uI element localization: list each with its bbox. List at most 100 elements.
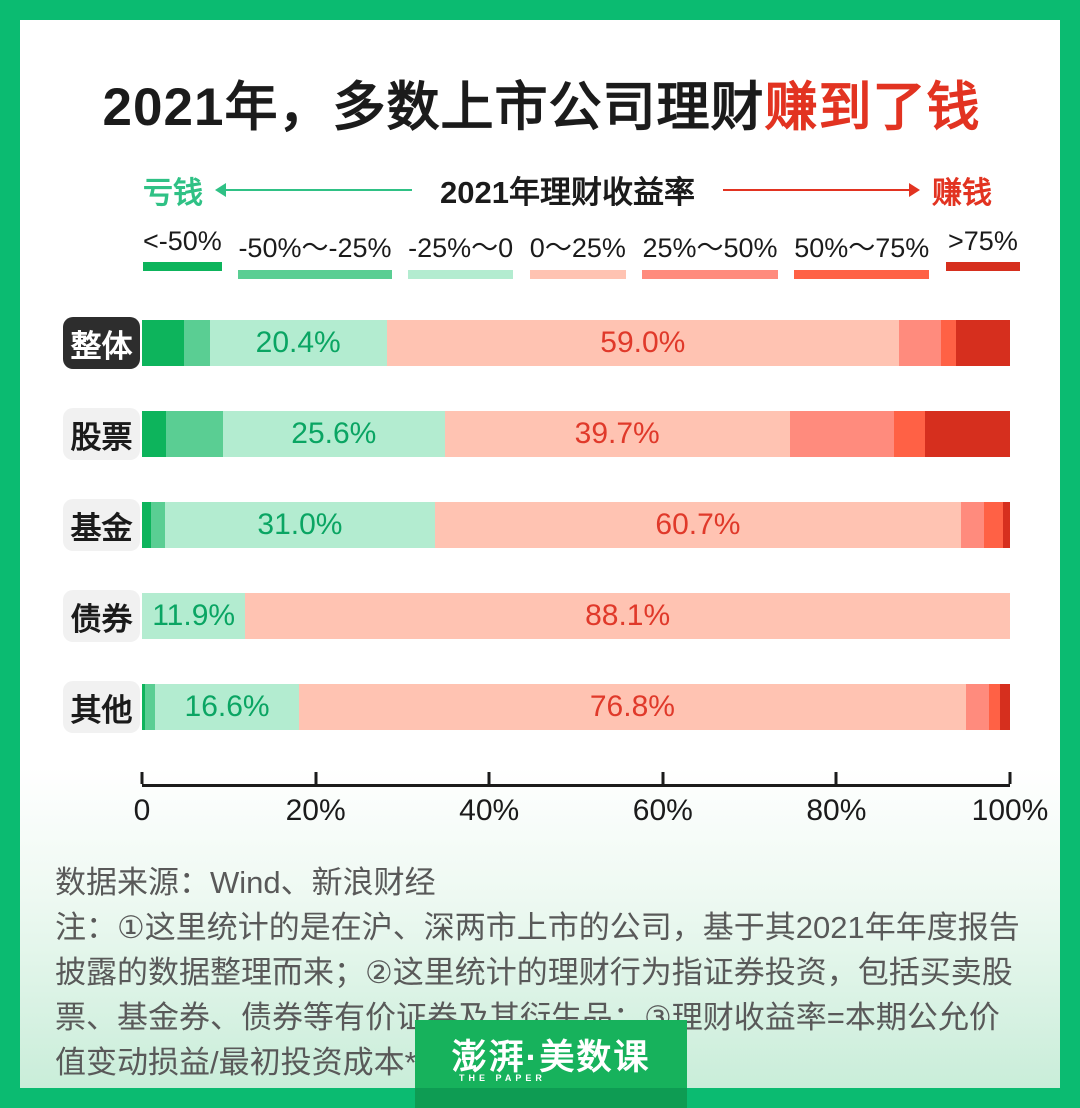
x-axis-line [142,784,1010,787]
logo-banner: 澎湃·美数课 THE PAPER [415,1020,687,1088]
legend-item: 50%～75% [794,226,930,279]
loss-label: 亏钱 [143,176,203,210]
bar-segment [166,411,223,457]
x-axis-tick [1008,772,1012,784]
data-source: 数据来源：Wind、新浪财经 [55,865,436,900]
legend-label: -50%～-25% [238,233,392,263]
bar-segment [940,320,957,366]
bar-segment: 76.8% [299,684,966,730]
legend-label: <-50% [143,226,222,256]
legend-item: >75% [945,226,1020,279]
stacked-bar: 31.0% 60.7% [142,502,1010,548]
bar-segment [142,411,167,457]
chart-row: 基金 31.0% 60.7% [63,499,1020,551]
x-axis: 0 20% 40% 60% 80% 100% [134,772,1048,830]
segment-value-label: 25.6% [291,417,377,450]
left-arrow-icon [219,188,413,191]
right-arrow-icon [722,188,916,191]
row-label: 基金 [63,499,140,551]
segment-value-label: 11.9% [152,599,236,632]
bar-segment [142,320,184,366]
bar-segment [898,320,941,366]
bar-segment [893,411,925,457]
row-label: 其他 [63,681,140,733]
bar-segment [924,411,1010,457]
row-label: 债券 [63,590,140,642]
stacked-bar: 11.9% 88.1% [142,593,1010,639]
bar-segment [1000,684,1010,730]
legend-item: <-50% [143,226,222,279]
x-axis-tick [834,772,838,784]
chart-row: 其他 16.6% 76.8% [63,681,1020,733]
segment-value-label: 20.4% [255,326,341,359]
bar-segment [789,411,894,457]
stacked-bar: 16.6% 76.8% [142,684,1010,730]
segment-value-label: 76.8% [589,690,675,723]
infographic-card: 2021年，多数上市公司理财赚到了钱 亏钱 2021年理财收益率 赚钱 <-50… [20,20,1060,1088]
bar-segment [956,320,1010,366]
bar-segment [183,320,210,366]
legend-label: >75% [948,226,1018,256]
segment-value-label: 59.0% [600,326,686,359]
bar-segment [965,684,990,730]
bar-segment [1003,502,1010,548]
axis-title: 2021年理财收益率 [440,175,695,210]
bar-segment: 88.1% [245,593,1010,639]
x-axis-tick [140,772,144,784]
x-axis-tick-label: 100% [971,794,1049,827]
legend-item: 0～25% [529,226,626,279]
bar-segment [989,684,1001,730]
legend-swatch [238,270,392,279]
bar-segment [961,502,984,548]
bar-segment [142,502,151,548]
row-label: 股票 [63,408,140,460]
bar-segment: 11.9% [142,593,246,639]
segment-value-label: 60.7% [655,508,741,541]
gain-label: 赚钱 [932,176,992,210]
bar-segment [145,684,156,730]
legend-item: -50%～-25% [238,226,392,279]
bar-segment: 59.0% [386,320,899,366]
x-axis-tick-label: 0 [133,794,151,827]
chart-rows: 整体 20.4% 59.0% 股票 25.6% 39.7% 基金 31.0% 60.7% 债券 11… [63,317,1020,733]
legend-item: 25%～50% [642,226,778,279]
legend-label: -25%～0 [408,233,514,263]
bar-segment: 25.6% [222,411,445,457]
legend-swatch [945,262,1020,271]
segment-value-label: 31.0% [257,508,343,541]
segment-value-label: 16.6% [184,690,270,723]
x-axis-tick [314,772,318,784]
legend-label: 50%～75% [794,233,930,263]
legend-swatch [408,270,514,279]
x-axis-tick-label: 60% [632,794,693,827]
stacked-bar: 20.4% 59.0% [142,320,1010,366]
bar-segment [150,502,166,548]
title-red-part: 赚到了钱 [764,78,981,137]
segment-value-label: 88.1% [585,599,671,632]
x-axis-tick [487,772,491,784]
legend-label: 0～25% [529,233,626,263]
bar-segment: 20.4% [209,320,387,366]
legend-swatch [794,270,930,279]
title-black-part: 2021年，多数上市公司理财 [102,78,765,137]
page-title: 2021年，多数上市公司理财赚到了钱 [63,65,1020,141]
legend-label: 25%～50% [642,233,778,263]
x-axis-tick-label: 20% [285,794,346,827]
bar-segment [142,684,146,730]
x-axis-tick [661,772,665,784]
bar-segment: 39.7% [444,411,790,457]
bar-segment: 31.0% [165,502,435,548]
bar-segment: 16.6% [155,684,300,730]
logo-banner-base [415,1088,687,1108]
bar-segment [983,502,1004,548]
segment-value-label: 39.7% [574,417,660,450]
legend-swatch [529,270,626,279]
publisher-logo: 澎湃·美数课 THE PAPER [415,1020,687,1108]
axis-direction-row: 亏钱 2021年理财收益率 赚钱 [143,167,992,212]
legend: <-50% -50%～-25% -25%～0 0～25% 25%～50% 50%～75% >… [143,226,1020,279]
logo-text: 澎湃·美数课 [451,1037,651,1077]
legend-item: -25%～0 [408,226,514,279]
legend-swatch [143,262,222,271]
x-axis-tick-label: 80% [806,794,867,827]
